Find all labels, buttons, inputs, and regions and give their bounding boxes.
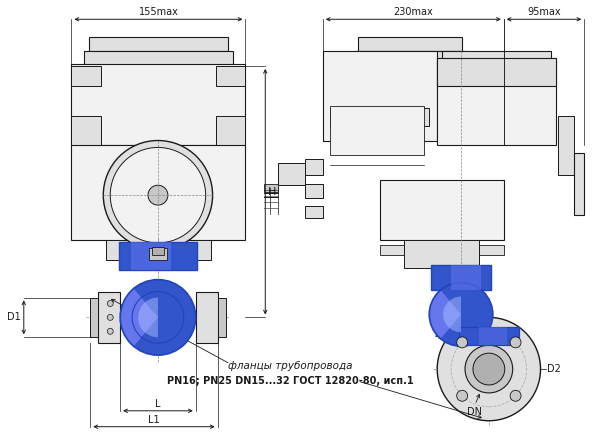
Bar xyxy=(106,240,210,260)
Bar xyxy=(71,66,101,86)
Bar xyxy=(149,248,167,260)
Text: DN: DN xyxy=(467,407,482,417)
Bar xyxy=(90,297,98,337)
Bar xyxy=(442,51,552,66)
Text: D1: D1 xyxy=(7,312,21,322)
Bar xyxy=(98,292,120,343)
Circle shape xyxy=(457,337,467,348)
Bar xyxy=(305,206,323,218)
Circle shape xyxy=(107,328,113,334)
Bar xyxy=(353,51,467,66)
Text: L1: L1 xyxy=(148,415,160,425)
Circle shape xyxy=(510,390,521,401)
Bar xyxy=(323,51,437,141)
Circle shape xyxy=(457,390,467,401)
Text: 4отв.d: 4отв.d xyxy=(436,319,466,328)
Text: 230max: 230max xyxy=(394,7,433,17)
Circle shape xyxy=(107,314,113,320)
Bar xyxy=(71,64,245,145)
Circle shape xyxy=(103,141,213,250)
Text: D2: D2 xyxy=(547,364,561,374)
Bar xyxy=(89,37,229,51)
Bar xyxy=(358,37,462,51)
Bar xyxy=(305,160,323,175)
Circle shape xyxy=(510,337,521,348)
Circle shape xyxy=(429,282,493,346)
Bar xyxy=(152,247,164,255)
Wedge shape xyxy=(138,297,158,337)
Bar xyxy=(119,242,197,270)
Text: 45°: 45° xyxy=(435,331,451,341)
Circle shape xyxy=(148,185,168,205)
Bar xyxy=(71,116,101,145)
Circle shape xyxy=(465,345,513,393)
Bar xyxy=(71,145,245,240)
Bar xyxy=(330,106,424,156)
Bar xyxy=(218,297,226,337)
Text: фланцы трубопровода: фланцы трубопровода xyxy=(228,361,352,371)
Bar xyxy=(574,153,584,215)
Text: H: H xyxy=(268,187,277,197)
Circle shape xyxy=(107,301,113,306)
Bar xyxy=(305,184,323,198)
Bar xyxy=(264,184,278,192)
Bar xyxy=(459,328,518,345)
Bar xyxy=(479,328,507,345)
Text: PN16; PN25 DN15...32 ГОСТ 12820-80, исп.1: PN16; PN25 DN15...32 ГОСТ 12820-80, исп.… xyxy=(167,376,413,386)
Circle shape xyxy=(437,317,541,421)
Circle shape xyxy=(473,353,505,385)
Wedge shape xyxy=(121,289,158,346)
Wedge shape xyxy=(430,291,461,338)
Bar xyxy=(84,51,234,66)
Bar xyxy=(431,265,491,290)
Bar xyxy=(437,58,557,86)
Bar xyxy=(216,116,245,145)
Bar xyxy=(278,164,305,185)
Text: 155max: 155max xyxy=(138,7,178,17)
Text: L: L xyxy=(155,399,161,409)
Bar xyxy=(405,240,479,268)
Bar xyxy=(451,265,481,290)
Bar xyxy=(216,66,245,86)
Bar xyxy=(330,108,429,126)
Bar xyxy=(131,242,171,270)
Bar xyxy=(379,180,504,240)
Circle shape xyxy=(120,280,196,355)
Wedge shape xyxy=(443,297,461,332)
Text: 95max: 95max xyxy=(527,7,561,17)
Bar xyxy=(558,116,574,175)
Circle shape xyxy=(110,148,205,243)
Bar xyxy=(437,58,557,145)
Bar xyxy=(379,245,504,255)
Bar xyxy=(196,292,218,343)
